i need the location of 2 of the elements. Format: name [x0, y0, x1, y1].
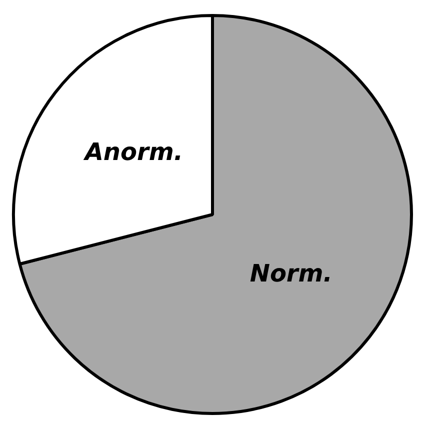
- slice-label: Anorm.: [82, 138, 183, 166]
- slice-label: Norm.: [250, 260, 332, 288]
